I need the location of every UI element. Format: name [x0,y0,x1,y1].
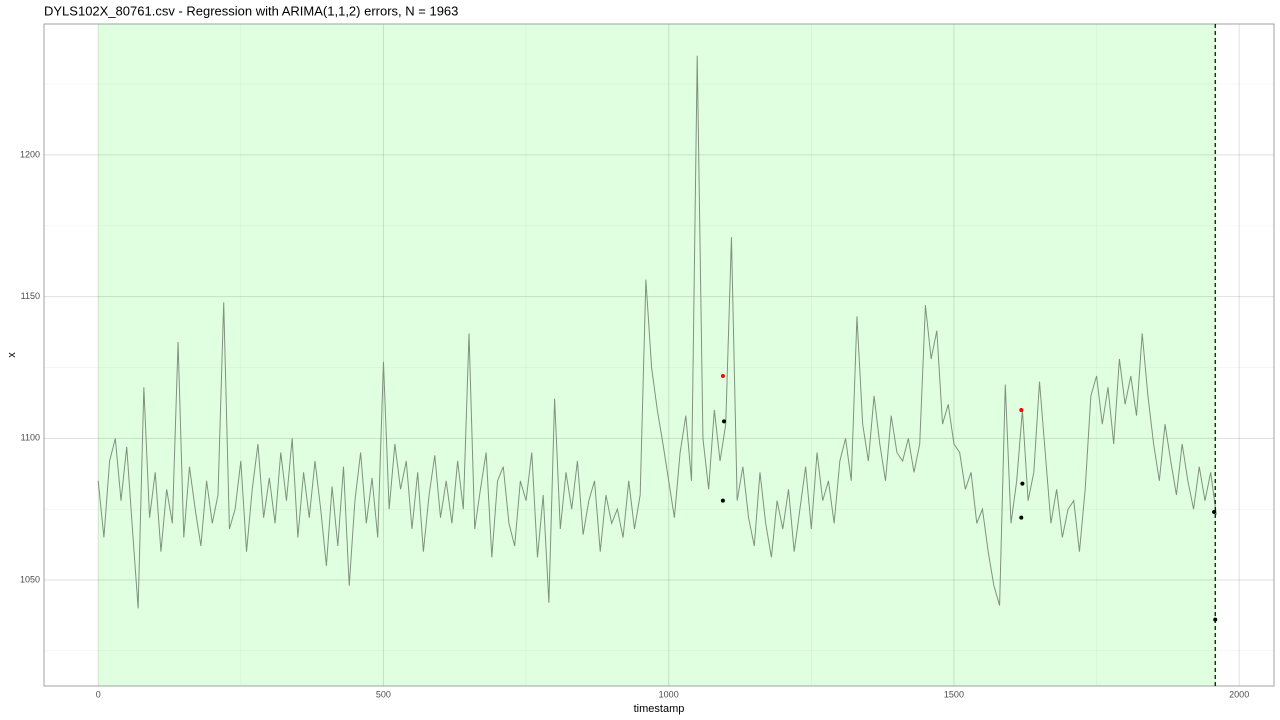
x-axis-label: timestamp [634,703,685,715]
x-tick-label: 0 [96,689,101,699]
x-tick-label: 500 [376,689,391,699]
y-tick-label: 1100 [21,433,40,443]
x-tick-label: 1000 [659,689,679,699]
data-point [1020,481,1025,486]
shaded-region [98,24,1217,686]
data-point [722,419,727,424]
data-point [720,498,725,503]
y-axis-label: x [6,352,18,358]
data-point [1019,407,1024,412]
y-tick-label: 1150 [21,291,40,301]
y-tick-label: 1200 [20,149,40,159]
data-line [97,55,1217,609]
data-point [1019,515,1024,520]
chart-title: DYLS102X_80761.csv - Regression with ARI… [44,3,458,18]
panel-border [43,23,1275,687]
x-tick-label: 1500 [944,689,964,699]
data-point [1212,509,1217,514]
y-tick-label: 1050 [20,574,40,584]
data-point [720,373,725,378]
data-point [1213,617,1218,622]
x-tick-label: 2000 [1229,689,1249,699]
